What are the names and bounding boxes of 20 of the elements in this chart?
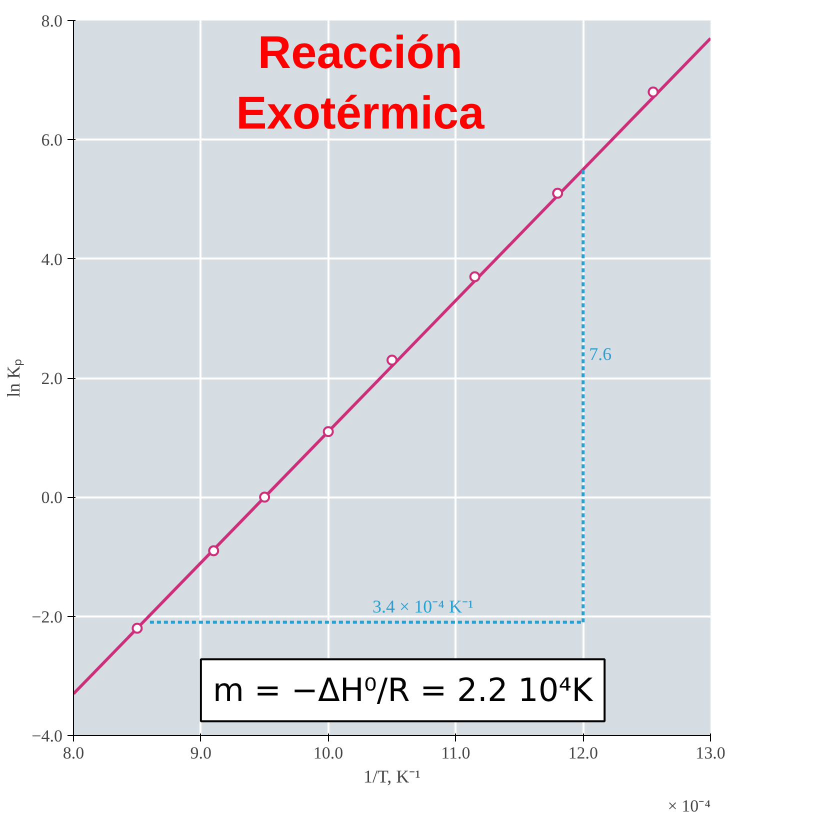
y-tick-label: −2.0 [32, 607, 63, 626]
x-tick-label: 9.0 [190, 744, 212, 762]
x-tick-label: 11.0 [441, 744, 470, 762]
y-tick-label: 8.0 [41, 12, 62, 30]
text: Reacción Exotérmica [236, 26, 485, 138]
y-tick-label: 0.0 [41, 488, 62, 508]
x-tick-label: 12.0 [568, 744, 598, 762]
annotation: 7.6 [589, 344, 612, 364]
x-tick-label: 8.0 [62, 744, 84, 762]
x-axis-title: 1/T, K⁻¹ [363, 766, 421, 786]
y-axis-title: ln Kₚ [4, 358, 25, 398]
text: × 10⁻⁴ [668, 796, 711, 816]
y-tick-label: 6.0 [41, 130, 62, 150]
x-tick-label: 10.0 [313, 744, 344, 762]
annotation: 3.4 × 10⁻⁴ K⁻¹ [372, 596, 474, 616]
y-tick-label: 2.0 [41, 369, 62, 388]
annotation: m = −ΔH⁰/R = 2.2 10⁴K [212, 671, 594, 710]
x-tick-label: 13.0 [696, 744, 726, 762]
y-tick-label: 4.0 [41, 250, 62, 269]
y-tick-label: −4.0 [32, 726, 63, 746]
